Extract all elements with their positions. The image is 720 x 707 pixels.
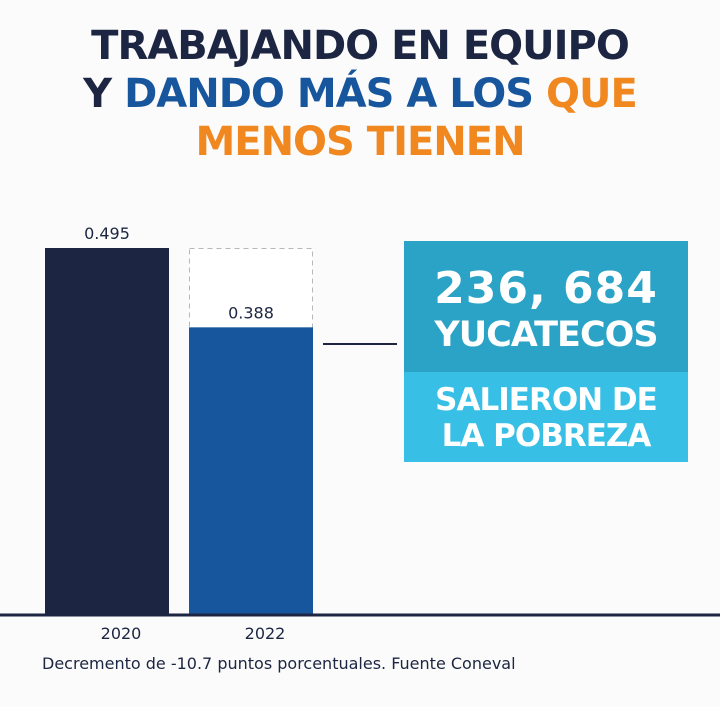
callout-line-2: LA POBREZA [441, 418, 652, 454]
callout-count-box: 236, 684 YUCATECOS [404, 241, 688, 372]
headline-line-1: TRABAJANDO EN EQUIPO [91, 23, 630, 69]
callout-word: YUCATECOS [434, 315, 658, 355]
x-tick-2022: 2022 [245, 624, 286, 643]
x-tick-2020: 2020 [101, 624, 142, 643]
headline-line-2-orange: QUE [546, 71, 638, 117]
footnote: Decremento de -10.7 puntos porcentuales.… [42, 654, 516, 673]
headline-line-2-blue: DANDO MÁS A LOS [124, 71, 547, 117]
headline-line-3: MENOS TIENEN [195, 119, 525, 165]
callout-message-box: SALIERON DE LA POBREZA [404, 372, 688, 462]
bar-2020 [45, 248, 169, 615]
headline-line-2: Y DANDO MÁS A LOS QUE [0, 70, 720, 118]
headline-line-2-prefix: Y [83, 71, 125, 117]
data-label-2022: 0.388 [228, 303, 274, 322]
callout-number: 236, 684 [434, 263, 658, 314]
data-label-2020: 0.495 [84, 224, 130, 243]
callout-line-1: SALIERON DE [435, 382, 658, 418]
bar-2022 [189, 327, 313, 615]
headline: TRABAJANDO EN EQUIPO Y DANDO MÁS A LOS Q… [0, 22, 720, 166]
